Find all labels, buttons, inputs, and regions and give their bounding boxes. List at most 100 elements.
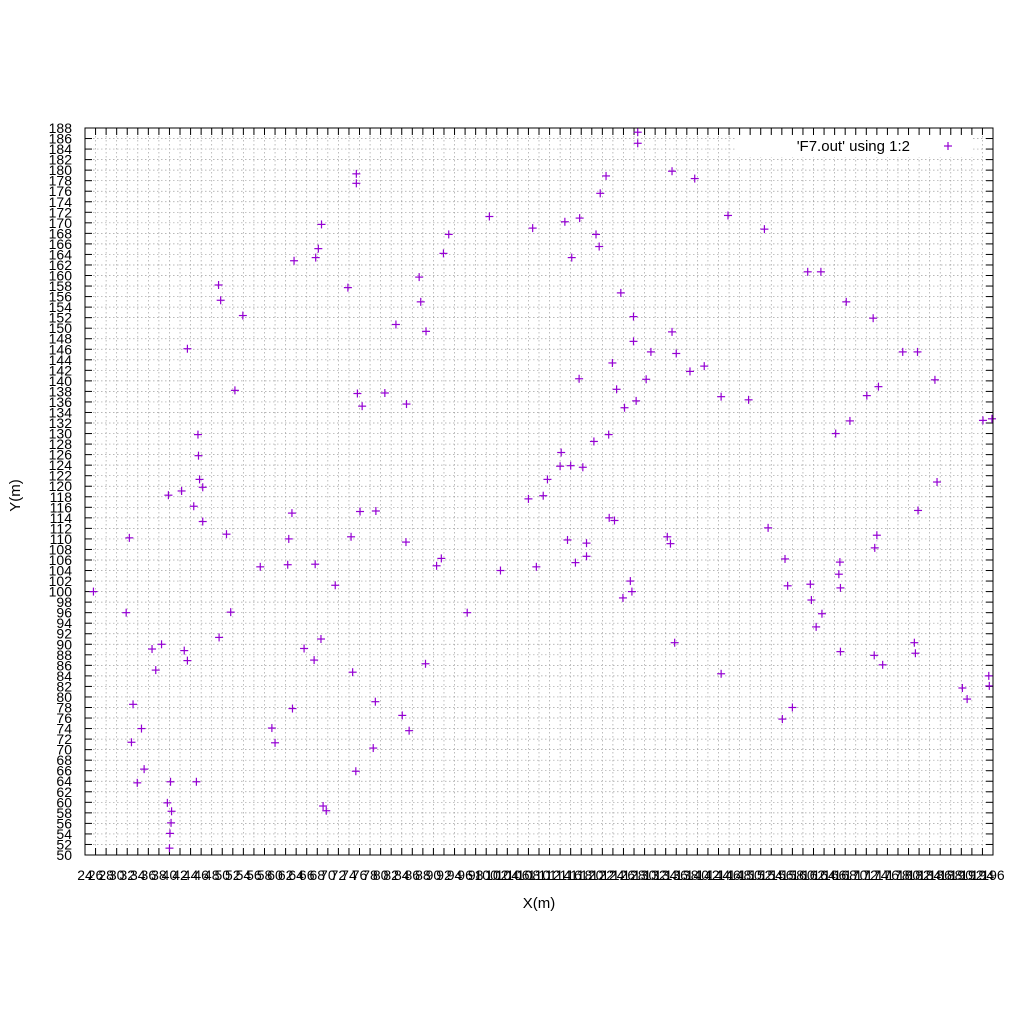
y-axis-label: Y(m): [7, 479, 24, 512]
data-point: [913, 347, 922, 356]
y-tick-label: 158: [49, 278, 73, 294]
x-tick-label: 172: [855, 867, 879, 883]
y-tick-label: 108: [49, 541, 73, 557]
x-tick-label: 62: [278, 867, 294, 883]
x-tick-label: 140: [686, 867, 710, 883]
x-tick-label: 52: [225, 867, 241, 883]
x-tick-label: 76: [352, 867, 368, 883]
data-point: [195, 475, 204, 484]
x-tick-labels: 2426283032343638404244464850525456586062…: [77, 867, 1005, 883]
data-point: [140, 765, 149, 774]
data-point: [347, 532, 356, 541]
data-point: [816, 267, 825, 276]
y-tick-label: 120: [49, 478, 73, 494]
axis-ticks: [84, 127, 994, 856]
data-point: [256, 562, 265, 571]
data-point: [869, 314, 878, 323]
data-point: [870, 543, 879, 552]
data-point: [216, 296, 225, 305]
data-point: [391, 320, 400, 329]
x-tick-label: 114: [549, 867, 572, 883]
data-points: [89, 128, 996, 853]
data-point: [557, 448, 566, 457]
x-tick-label: 176: [876, 867, 900, 883]
data-point: [165, 829, 174, 838]
y-tick-label: 112: [50, 520, 73, 536]
data-point: [582, 539, 591, 548]
x-tick-label: 70: [320, 867, 336, 883]
data-point: [226, 608, 235, 617]
data-point: [717, 392, 726, 401]
data-point: [933, 478, 942, 487]
y-tick-label: 116: [50, 499, 73, 515]
data-point: [528, 224, 537, 233]
data-point: [369, 744, 378, 753]
data-point: [310, 656, 319, 665]
data-point: [610, 516, 619, 525]
data-point: [872, 531, 881, 540]
data-point: [911, 649, 920, 658]
data-point: [668, 167, 677, 176]
data-point: [439, 249, 448, 258]
x-tick-label: 30: [109, 867, 125, 883]
data-point: [422, 327, 431, 336]
x-tick-label: 26: [88, 867, 104, 883]
y-tick-label: 98: [56, 594, 72, 610]
data-point: [633, 128, 642, 137]
data-point: [398, 711, 407, 720]
y-tick-label: 56: [56, 815, 72, 831]
y-tick-label: 72: [56, 731, 72, 747]
x-tick-label: 134: [654, 867, 678, 883]
data-point: [963, 695, 972, 704]
data-point: [672, 349, 681, 358]
x-tick-label: 32: [119, 867, 135, 883]
data-point: [744, 395, 753, 404]
y-tick-label: 66: [56, 763, 72, 779]
y-tick-label: 136: [49, 394, 73, 410]
x-tick-label: 36: [141, 867, 157, 883]
y-tick-label: 68: [56, 752, 72, 768]
x-tick-label: 110: [528, 867, 551, 883]
data-point: [629, 312, 638, 321]
data-point: [803, 267, 812, 276]
legend-label: 'F7.out' using 1:2: [797, 138, 910, 155]
data-point: [319, 802, 328, 811]
data-point: [358, 402, 367, 411]
data-point: [592, 230, 601, 239]
y-tick-label: 74: [56, 721, 72, 737]
x-tick-label: 130: [633, 867, 657, 883]
data-point: [283, 560, 292, 569]
data-point: [807, 596, 816, 605]
y-tick-label: 62: [56, 784, 72, 800]
data-point: [783, 581, 792, 590]
y-tick-label: 170: [49, 215, 73, 231]
data-point: [356, 507, 365, 516]
data-point: [164, 491, 173, 500]
data-point: [352, 169, 361, 178]
x-tick-label: 60: [267, 867, 283, 883]
data-point: [352, 179, 361, 188]
x-tick-label: 184: [918, 867, 942, 883]
x-tick-label: 138: [675, 867, 699, 883]
x-tick-label: 194: [971, 867, 995, 883]
data-point: [539, 491, 548, 500]
data-point: [842, 297, 851, 306]
x-tick-label: 78: [362, 867, 378, 883]
data-point: [267, 724, 276, 733]
x-tick-label: 142: [696, 867, 720, 883]
y-tick-label: 164: [49, 246, 73, 262]
data-point: [284, 534, 293, 543]
data-point: [806, 580, 815, 589]
data-point: [567, 253, 576, 262]
x-tick-label: 106: [506, 867, 530, 883]
x-tick-label: 42: [172, 867, 188, 883]
x-tick-label: 164: [812, 867, 836, 883]
data-point: [605, 513, 614, 522]
x-tick-label: 82: [383, 867, 399, 883]
data-point: [632, 396, 641, 405]
legend: 'F7.out' using 1:2: [735, 135, 973, 157]
y-tick-label: 174: [49, 194, 73, 210]
x-tick-label: 166: [823, 867, 847, 883]
x-tick-label: 132: [643, 867, 667, 883]
